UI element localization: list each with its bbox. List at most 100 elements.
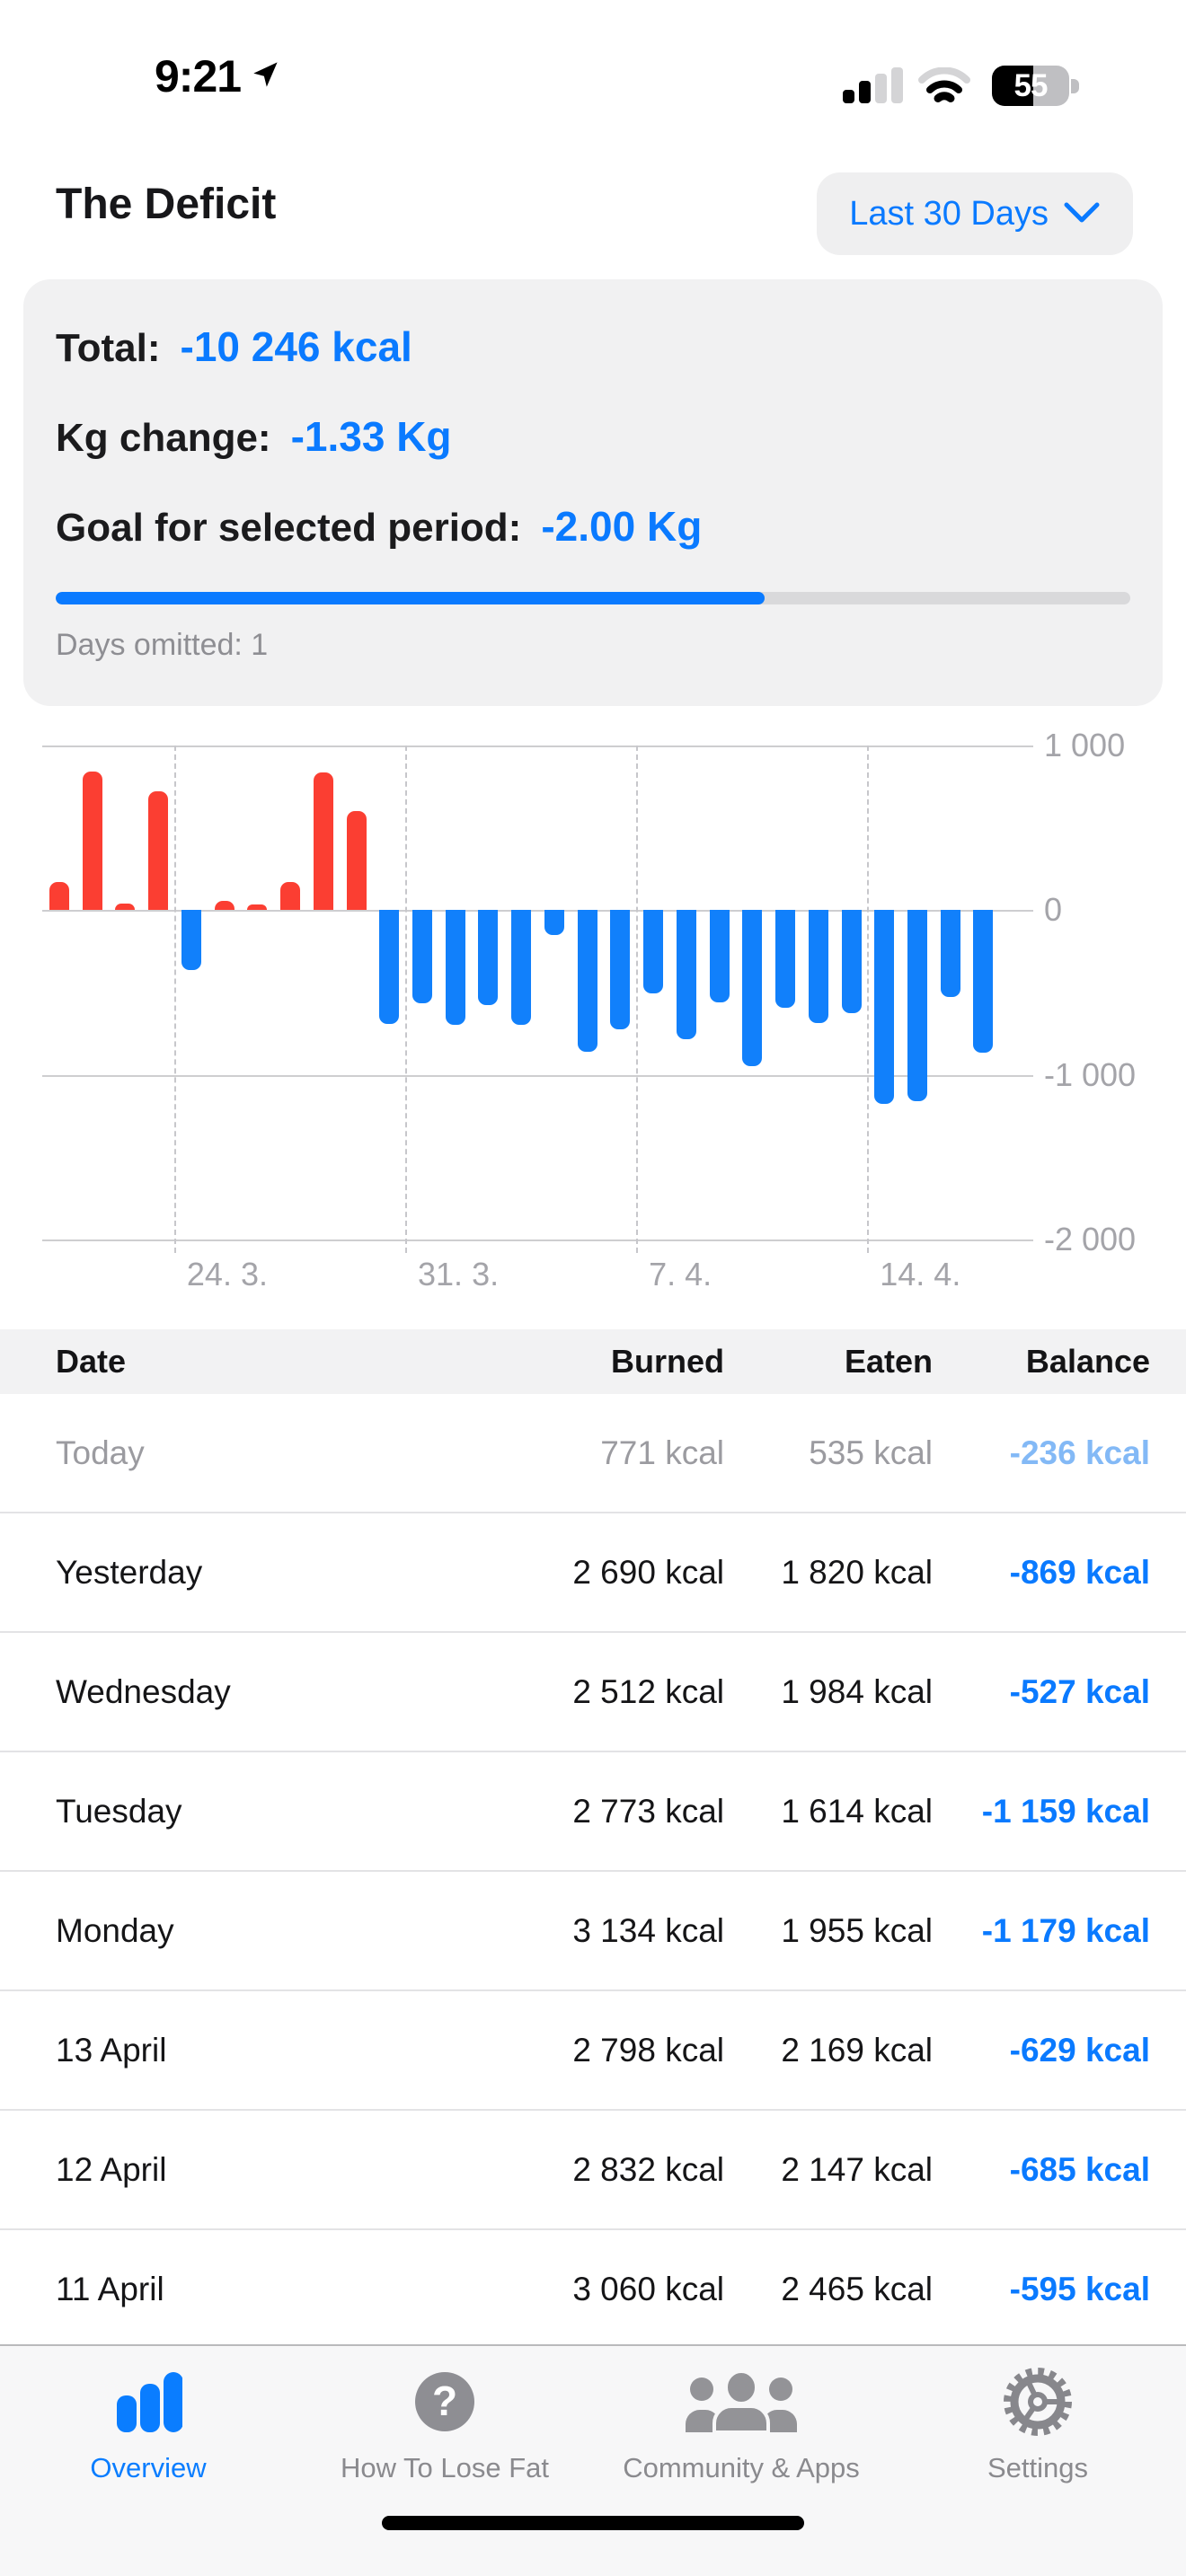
column-header-burned: Burned — [611, 1343, 724, 1380]
chart-bar-1.4.[interactable] — [445, 910, 465, 1025]
chart-bar-4.4.[interactable] — [544, 910, 564, 935]
chart-bar-26.3.[interactable] — [247, 904, 268, 910]
location-arrow-icon — [250, 59, 280, 94]
row-date: Wednesday — [56, 1672, 231, 1710]
summary-card: Total: -10 246 kcal Kg change: -1.33 Kg … — [23, 279, 1163, 706]
row-balance: -595 kcal — [1009, 2270, 1150, 2307]
chart-bar-21.3.[interactable] — [82, 771, 102, 910]
bar-chart-icon — [115, 2371, 182, 2432]
chart-bar-10.4.[interactable] — [742, 910, 763, 1067]
tab-community-apps[interactable]: Community & Apps — [593, 2346, 890, 2576]
row-burned: 2 690 kcal — [572, 1553, 724, 1591]
row-balance: -1 179 kcal — [981, 1911, 1150, 1949]
table-row-1[interactable]: Yesterday 2 690 kcal 1 820 kcal -869 kcal — [0, 1513, 1186, 1633]
goal-progress-bar — [56, 592, 1130, 604]
row-eaten: 1 955 kcal — [781, 1911, 933, 1949]
y-axis-tick-label: -2 000 — [1044, 1221, 1137, 1257]
tab-community-apps-label: Community & Apps — [623, 2452, 860, 2483]
goal-label: Goal for selected period: — [56, 506, 522, 550]
days-omitted-note: Days omitted: 1 — [56, 628, 269, 662]
chart-bar-25.3.[interactable] — [214, 900, 235, 910]
table-row-4[interactable]: Monday 3 134 kcal 1 955 kcal -1 179 kcal — [0, 1872, 1186, 1991]
y-axis-tick-label: -1 000 — [1044, 1055, 1137, 1093]
chart-bar-11.4.[interactable] — [775, 910, 796, 1009]
table-header: Date Burned Eaten Balance — [0, 1329, 1186, 1394]
row-burned: 3 060 kcal — [572, 2270, 724, 2307]
row-eaten: 1 820 kcal — [781, 1553, 933, 1591]
chart-bar-20.3.[interactable] — [49, 881, 69, 910]
x-axis-tick-label: 31. 3. — [418, 1256, 500, 1292]
tab-how-to-lose-fat[interactable]: ? How To Lose Fat — [296, 2346, 593, 2576]
goal-row: Goal for selected period: -2.00 Kg — [56, 502, 1130, 556]
chart-bar-9.4.[interactable] — [709, 910, 730, 1002]
gridline-horizontal — [42, 1074, 1033, 1077]
chart-bar-16.4.[interactable] — [940, 910, 960, 997]
tab-settings[interactable]: Settings — [890, 2346, 1186, 2576]
chart-bar-13.4.[interactable] — [841, 910, 862, 1014]
chart-bar-5.4.[interactable] — [577, 910, 597, 1052]
table-row-3[interactable]: Tuesday 2 773 kcal 1 614 kcal -1 159 kcal — [0, 1752, 1186, 1872]
tab-overview-label: Overview — [90, 2452, 207, 2483]
chart-bar-29.3.[interactable] — [346, 810, 367, 910]
chart-bar-2.4.[interactable] — [478, 910, 499, 1006]
chart-bar-17.4.[interactable] — [973, 910, 994, 1054]
chart-bar-15.4.[interactable] — [907, 910, 927, 1101]
x-axis-tick-label: 14. 4. — [880, 1256, 961, 1292]
x-axis-tick-label: 24. 3. — [186, 1256, 268, 1292]
chart-bar-23.3.[interactable] — [148, 790, 169, 910]
home-indicator — [382, 2516, 804, 2530]
question-circle-icon: ? — [414, 2371, 475, 2432]
table-body: Today 771 kcal 535 kcal -236 kcal Yesterday 2… — [0, 1394, 1186, 2350]
table-row-0[interactable]: Today 771 kcal 535 kcal -236 kcal — [0, 1394, 1186, 1513]
chart-bar-3.4.[interactable] — [511, 910, 532, 1026]
battery-cap — [1071, 79, 1079, 93]
row-balance: -629 kcal — [1009, 2031, 1150, 2069]
row-eaten: 1 984 kcal — [781, 1672, 933, 1710]
tab-how-to-lose-fat-label: How To Lose Fat — [340, 2452, 550, 2483]
row-balance: -869 kcal — [1009, 1553, 1150, 1591]
row-date: Yesterday — [56, 1553, 203, 1591]
table-row-7[interactable]: 11 April 3 060 kcal 2 465 kcal -595 kcal — [0, 2230, 1186, 2350]
gridline-vertical — [173, 745, 176, 1253]
chart-bar-7.4.[interactable] — [643, 910, 664, 993]
period-selector-button[interactable]: Last 30 Days — [817, 172, 1133, 255]
total-value: -10 246 kcal — [180, 323, 412, 370]
gridline-horizontal — [42, 745, 1033, 747]
wifi-icon — [918, 66, 970, 110]
total-label: Total: — [56, 326, 161, 370]
tab-overview[interactable]: Overview — [0, 2346, 296, 2576]
row-burned: 3 134 kcal — [572, 1911, 724, 1949]
table-row-6[interactable]: 12 April 2 832 kcal 2 147 kcal -685 kcal — [0, 2111, 1186, 2230]
chart-bar-8.4.[interactable] — [676, 910, 696, 1040]
row-burned: 2 512 kcal — [572, 1672, 724, 1710]
x-axis-tick-label: 7. 4. — [649, 1256, 712, 1292]
gridline-vertical — [636, 745, 639, 1253]
chart-bar-31.3.[interactable] — [412, 910, 433, 1003]
table-row-2[interactable]: Wednesday 2 512 kcal 1 984 kcal -527 kcal — [0, 1633, 1186, 1752]
table-row-5[interactable]: 13 April 2 798 kcal 2 169 kcal -629 kcal — [0, 1991, 1186, 2111]
row-date: 13 April — [56, 2031, 167, 2069]
chart-bar-30.3.[interactable] — [379, 910, 400, 1024]
chart-bar-6.4.[interactable] — [610, 910, 631, 1030]
y-axis-tick-label: 0 — [1044, 891, 1063, 928]
tab-bar: Overview ? How To Lose Fat — [0, 2344, 1186, 2576]
chart-bar-22.3.[interactable] — [115, 903, 136, 910]
column-header-eaten: Eaten — [844, 1343, 933, 1380]
chart-bar-28.3.[interactable] — [313, 772, 333, 910]
kg-change-row: Kg change: -1.33 Kg — [56, 412, 1130, 466]
row-date: Today — [56, 1434, 145, 1471]
deficit-chart: 1 000 0 -1 000 -2 000 24. 3. 31. 3. 7. 4. 14. 4… — [0, 728, 1186, 1311]
row-eaten: 2 147 kcal — [781, 2150, 933, 2188]
row-eaten: 1 614 kcal — [781, 1792, 933, 1830]
row-burned: 2 832 kcal — [572, 2150, 724, 2188]
total-row: Total: -10 246 kcal — [56, 322, 1130, 376]
chart-bar-12.4.[interactable] — [808, 910, 828, 1023]
y-axis-tick-label: 1 000 — [1044, 726, 1126, 763]
chart-bar-14.4.[interactable] — [874, 910, 895, 1105]
row-balance: -527 kcal — [1009, 1672, 1150, 1710]
chart-bar-24.3.[interactable] — [181, 910, 201, 970]
tab-settings-label: Settings — [987, 2452, 1088, 2483]
row-date: Monday — [56, 1911, 174, 1949]
chart-bar-27.3.[interactable] — [280, 881, 301, 910]
